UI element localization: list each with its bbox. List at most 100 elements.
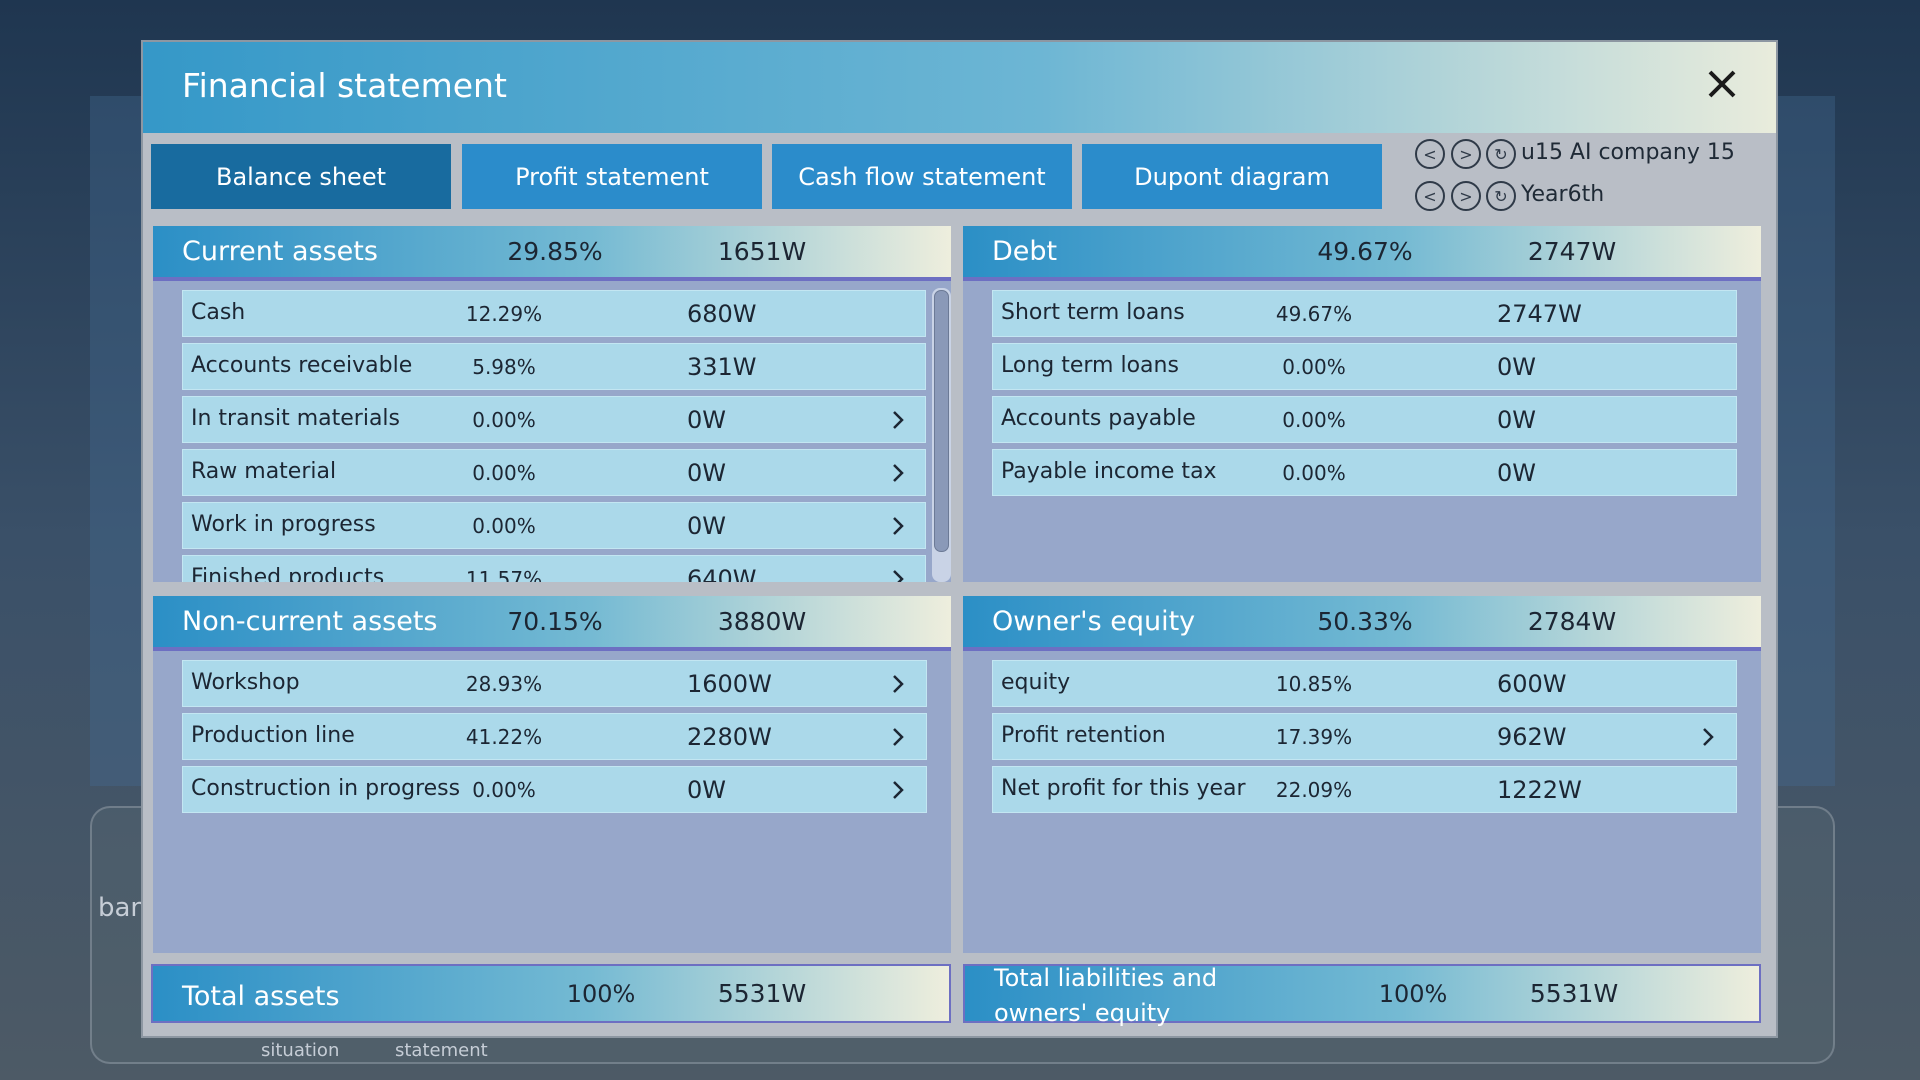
item-label: Net profit for this year: [1001, 776, 1246, 801]
total-percent: 100%: [566, 980, 636, 1008]
line-item: Finished products 11.57% 640W: [182, 555, 926, 582]
item-value: 0W: [687, 406, 726, 434]
section-value: 3880W: [717, 607, 807, 636]
expand-arrow[interactable]: [888, 515, 908, 537]
item-percent: 0.00%: [1282, 408, 1346, 432]
item-label: Payable income tax: [1001, 459, 1217, 484]
total-value: 5531W: [717, 979, 807, 1008]
tab[interactable]: Dupont diagram: [1082, 144, 1382, 209]
item-value: 0W: [687, 459, 726, 487]
line-item: Accounts receivable 5.98% 331W: [182, 343, 926, 390]
item-label: Accounts payable: [1001, 406, 1196, 431]
item-label: Short term loans: [1001, 300, 1185, 325]
section-value: 1651W: [717, 237, 807, 266]
expand-arrow[interactable]: [1698, 726, 1718, 748]
item-percent: 49.67%: [1275, 302, 1353, 326]
item-percent: 28.93%: [465, 672, 543, 696]
item-value: 331W: [687, 353, 757, 381]
company-name: u15 AI company 15: [1521, 140, 1735, 165]
refresh-year[interactable]: ↻: [1486, 181, 1516, 211]
item-percent: 17.39%: [1275, 725, 1353, 749]
line-item: Profit retention 17.39% 962W: [992, 713, 1737, 760]
item-percent: 41.22%: [465, 725, 543, 749]
refresh-company[interactable]: ↻: [1486, 139, 1516, 169]
section-title: Current assets: [182, 236, 378, 267]
item-label: Work in progress: [191, 512, 376, 537]
prev-company[interactable]: <: [1415, 139, 1445, 169]
expand-arrow[interactable]: [888, 568, 908, 582]
section-header: Current assets 29.85% 1651W: [153, 226, 951, 281]
item-percent: 0.00%: [472, 408, 536, 432]
expand-arrow[interactable]: [888, 726, 908, 748]
total-percent: 100%: [1378, 980, 1448, 1008]
item-value: 680W: [687, 300, 757, 328]
item-percent: 10.85%: [1275, 672, 1353, 696]
tab[interactable]: Profit statement: [462, 144, 762, 209]
line-item: Construction in progress 0.00% 0W: [182, 766, 927, 813]
section-header: Owner's equity 50.33% 2784W: [963, 596, 1761, 651]
item-value: 2280W: [687, 723, 772, 751]
tab[interactable]: Cash flow statement: [772, 144, 1072, 209]
section-percent: 49.67%: [1317, 237, 1413, 266]
modal-header: Financial statement: [143, 42, 1776, 133]
item-label: Workshop: [191, 670, 300, 695]
item-percent: 0.00%: [472, 514, 536, 538]
next-company[interactable]: >: [1451, 139, 1481, 169]
line-item: Raw material 0.00% 0W: [182, 449, 926, 496]
bg-label: situation: [261, 1040, 340, 1061]
line-item: Workshop 28.93% 1600W: [182, 660, 927, 707]
tab[interactable]: Balance sheet: [151, 144, 451, 209]
item-value: 2747W: [1497, 300, 1582, 328]
section-percent: 70.15%: [507, 607, 603, 636]
item-percent: 12.29%: [465, 302, 543, 326]
line-item: In transit materials 0.00% 0W: [182, 396, 926, 443]
item-value: 0W: [1497, 459, 1536, 487]
expand-arrow[interactable]: [888, 462, 908, 484]
modal-title: Financial statement: [182, 66, 507, 105]
total-label: Total assets: [182, 981, 340, 1012]
item-value: 600W: [1497, 670, 1567, 698]
item-label: Production line: [191, 723, 355, 748]
section-panel: Current assets 29.85% 1651W Cash 12.29% 680W A…: [153, 226, 951, 582]
item-label: Construction in progress: [191, 776, 461, 801]
item-percent: 22.09%: [1275, 778, 1353, 802]
scrollbar-thumb: [934, 290, 949, 552]
line-item: Short term loans 49.67% 2747W: [992, 290, 1737, 337]
item-label: Accounts receivable: [191, 353, 413, 378]
line-item: Accounts payable 0.00% 0W: [992, 396, 1737, 443]
line-item: Long term loans 0.00% 0W: [992, 343, 1737, 390]
section-panel: Non-current assets 70.15% 3880W Workshop 28.…: [153, 596, 951, 953]
section-title: Owner's equity: [992, 606, 1196, 637]
item-value: 1222W: [1497, 776, 1582, 804]
item-percent: 0.00%: [472, 778, 536, 802]
prev-year[interactable]: <: [1415, 181, 1445, 211]
section-header: Non-current assets 70.15% 3880W: [153, 596, 951, 651]
line-item: Work in progress 0.00% 0W: [182, 502, 926, 549]
item-percent: 0.00%: [472, 461, 536, 485]
total-bar: Total liabilities and owners' equity 100%…: [963, 964, 1761, 1027]
line-item: Payable income tax 0.00% 0W: [992, 449, 1737, 496]
modal: Financial statement < > ↻ u15 AI company…: [141, 40, 1778, 1038]
expand-arrow[interactable]: [888, 409, 908, 431]
section-panel: Owner's equity 50.33% 2784W equity 10.85% 600…: [963, 596, 1761, 953]
expand-arrow[interactable]: [888, 779, 908, 801]
item-label: Profit retention: [1001, 723, 1166, 748]
item-label: Raw material: [191, 459, 337, 484]
item-value: 0W: [687, 776, 726, 804]
item-value: 1600W: [687, 670, 772, 698]
section-value: 2784W: [1527, 607, 1617, 636]
item-label: Cash: [191, 300, 246, 325]
total-value: 5531W: [1529, 979, 1619, 1008]
total-label: Total liabilities and owners' equity: [994, 964, 1218, 1027]
close-button[interactable]: [1702, 64, 1742, 104]
next-year[interactable]: >: [1451, 181, 1481, 211]
item-value: 962W: [1497, 723, 1567, 751]
section-value: 2747W: [1527, 237, 1617, 266]
expand-arrow[interactable]: [888, 673, 908, 695]
section-title: Non-current assets: [182, 606, 438, 637]
section-panel: Debt 49.67% 2747W Short term loans 49.67% 274…: [963, 226, 1761, 582]
item-percent: 11.57%: [465, 567, 543, 582]
item-value: 0W: [1497, 353, 1536, 381]
item-label: In transit materials: [191, 406, 400, 431]
